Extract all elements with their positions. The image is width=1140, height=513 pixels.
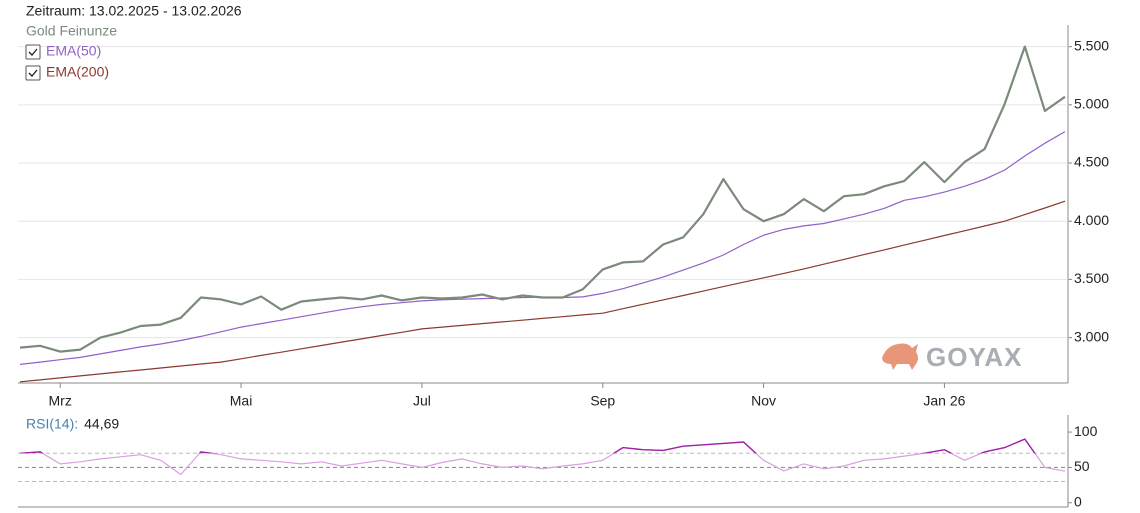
legend-checkbox[interactable]: [25, 65, 41, 81]
x-tick-label: Jul: [413, 393, 431, 409]
legend-checkbox[interactable]: [25, 44, 41, 60]
period-label: Zeitraum: 13.02.2025 - 13.02.2026: [26, 3, 242, 19]
y-tick-label: 5.000: [1074, 96, 1109, 112]
x-tick-label: Mrz: [49, 393, 72, 409]
x-tick-label: Sep: [590, 393, 615, 409]
checkmark: [28, 48, 38, 56]
y-tick-label: 5.500: [1074, 37, 1109, 53]
y-tick-label: 50: [1074, 458, 1090, 474]
logo: GOYAX: [882, 342, 1023, 372]
series-line: [19, 438, 1066, 476]
series-line: [19, 200, 1066, 383]
series-line: [19, 45, 1066, 353]
x-tick-label: Mai: [230, 393, 253, 409]
series-line: [19, 131, 1066, 365]
logo-text: GOYAX: [926, 342, 1023, 372]
checkbox[interactable]: [25, 44, 41, 60]
y-tick-label: 3.500: [1074, 270, 1109, 286]
legend-label: EMA(50): [46, 43, 101, 59]
x-tick-label: Nov: [751, 393, 776, 409]
legend-label: RSI(14):: [26, 416, 78, 432]
checkbox[interactable]: [25, 65, 41, 81]
checkmark: [28, 69, 38, 77]
current-value-label: 44,69: [84, 416, 119, 432]
y-tick-label: 4.500: [1074, 154, 1109, 170]
logo-bull: [882, 343, 918, 370]
y-tick-label: 3.000: [1074, 328, 1109, 344]
legend-label: Gold Feinunze: [26, 23, 117, 39]
legend-label: EMA(200): [46, 64, 109, 80]
y-tick-label: 4.000: [1074, 212, 1109, 228]
y-tick-label: 0: [1074, 493, 1082, 509]
y-tick-label: 100: [1074, 423, 1098, 439]
x-tick-label: Jan 26: [923, 393, 965, 409]
